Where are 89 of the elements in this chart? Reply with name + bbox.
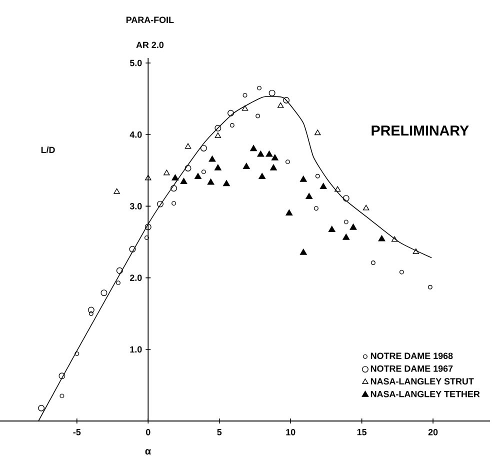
point bbox=[257, 86, 262, 90]
y-tick-label: 4.0 bbox=[130, 131, 142, 138]
point bbox=[300, 248, 307, 255]
point bbox=[58, 372, 66, 380]
point bbox=[271, 154, 278, 160]
point bbox=[300, 176, 307, 182]
y-tick-label: 2.0 bbox=[130, 274, 142, 281]
point bbox=[170, 185, 178, 192]
point bbox=[172, 174, 179, 180]
y-axis-title: L/D bbox=[41, 146, 55, 154]
point bbox=[350, 224, 357, 230]
point bbox=[266, 150, 273, 157]
point bbox=[228, 110, 234, 116]
x-tick-label: 10 bbox=[286, 429, 296, 436]
point bbox=[328, 226, 336, 232]
point bbox=[320, 182, 327, 190]
point bbox=[214, 124, 222, 132]
point bbox=[116, 267, 123, 274]
point bbox=[116, 280, 120, 286]
x-tick-label: 5 bbox=[217, 429, 222, 436]
point bbox=[180, 178, 188, 184]
point bbox=[306, 192, 313, 200]
annotation: PRELIMINARY bbox=[372, 126, 469, 136]
point bbox=[314, 130, 321, 136]
point bbox=[242, 162, 250, 169]
point bbox=[428, 284, 432, 290]
point bbox=[88, 311, 94, 316]
point bbox=[164, 170, 170, 176]
legend-label: NASA-LANGLEY STRUT bbox=[370, 378, 474, 385]
point bbox=[362, 204, 370, 210]
point bbox=[74, 351, 80, 356]
legend-label: NASA-LANGLEY TETHER bbox=[370, 390, 480, 398]
x-axis-title: α bbox=[145, 449, 151, 455]
chart-subtitle: AR 2.0 bbox=[136, 42, 164, 48]
point bbox=[285, 160, 290, 164]
point bbox=[157, 200, 164, 208]
point bbox=[129, 246, 136, 252]
point bbox=[144, 224, 152, 230]
x-tick-label: 15 bbox=[357, 429, 367, 436]
point bbox=[201, 170, 206, 174]
y-tick-label: 1.0 bbox=[130, 346, 142, 353]
x-tick-label: -5 bbox=[73, 429, 81, 436]
point bbox=[60, 394, 64, 398]
point bbox=[391, 236, 398, 242]
point bbox=[242, 92, 248, 98]
point bbox=[38, 404, 45, 412]
x-tick-label: 20 bbox=[428, 429, 438, 436]
point bbox=[268, 90, 276, 96]
point bbox=[242, 105, 248, 111]
chart-title: PARA-FOIL bbox=[126, 16, 174, 24]
x-tick-label: 0 bbox=[146, 429, 150, 436]
y-tick-label: 5.0 bbox=[130, 60, 142, 66]
point bbox=[399, 270, 404, 274]
point bbox=[145, 174, 152, 180]
point bbox=[283, 97, 290, 104]
point bbox=[144, 235, 149, 240]
point bbox=[208, 156, 216, 162]
legend-label: NOTRE DAME 1967 bbox=[370, 365, 453, 372]
point bbox=[370, 260, 376, 266]
point bbox=[412, 248, 420, 254]
point bbox=[270, 164, 277, 170]
point bbox=[194, 172, 202, 179]
point bbox=[278, 102, 284, 108]
y-tick-label: 3.0 bbox=[130, 203, 142, 210]
point bbox=[172, 201, 176, 206]
point bbox=[378, 235, 386, 242]
point bbox=[257, 150, 264, 157]
point bbox=[250, 144, 258, 152]
point bbox=[223, 180, 230, 186]
point bbox=[207, 178, 214, 185]
point bbox=[334, 186, 341, 192]
point bbox=[256, 114, 260, 118]
point bbox=[184, 165, 192, 172]
point bbox=[258, 172, 266, 179]
point bbox=[100, 290, 108, 296]
point bbox=[314, 206, 318, 211]
point bbox=[114, 188, 120, 194]
point bbox=[344, 220, 348, 224]
legend-label: NOTRE DAME 1968 bbox=[370, 352, 453, 360]
point bbox=[214, 132, 222, 138]
point bbox=[214, 164, 222, 170]
point bbox=[88, 306, 94, 314]
point bbox=[315, 174, 320, 178]
point bbox=[230, 123, 234, 128]
point bbox=[342, 234, 350, 240]
point bbox=[286, 209, 293, 216]
point bbox=[200, 144, 207, 152]
point bbox=[184, 143, 192, 149]
point bbox=[342, 195, 350, 202]
